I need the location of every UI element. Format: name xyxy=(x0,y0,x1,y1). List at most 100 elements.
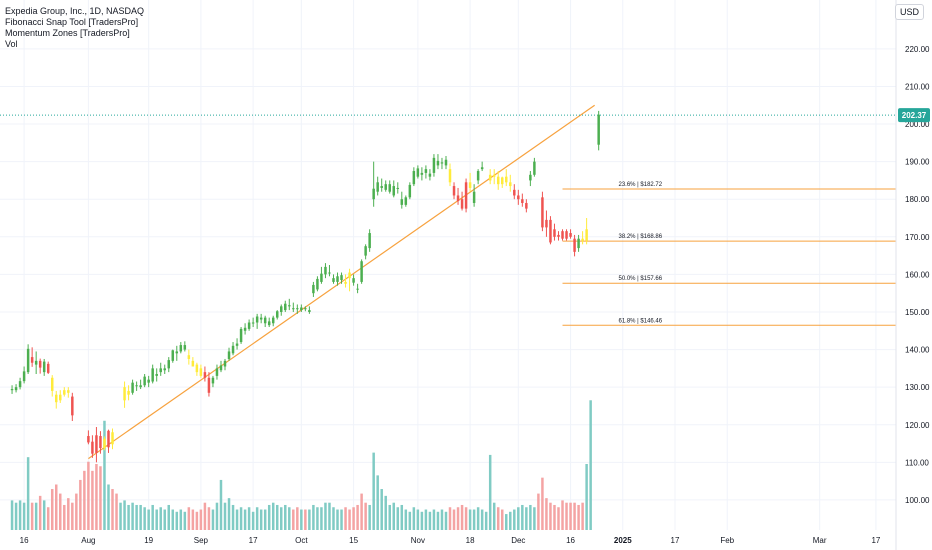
candle-body xyxy=(300,307,303,311)
volume-bar xyxy=(239,507,243,530)
volume-bar xyxy=(480,509,484,530)
candle-body xyxy=(243,327,247,331)
indicator-momentum-label[interactable]: Momentum Zones [TradersPro] xyxy=(5,28,130,38)
volume-bar xyxy=(280,507,283,530)
candle-body xyxy=(404,197,408,205)
volume-bar xyxy=(468,509,472,530)
candle xyxy=(38,358,42,374)
candle xyxy=(448,163,452,187)
candle xyxy=(488,169,492,185)
volume-bar xyxy=(50,489,54,530)
candle-body xyxy=(569,233,572,237)
candle-body xyxy=(50,377,54,391)
volume-bar xyxy=(529,504,532,530)
time-tick-label: Nov xyxy=(411,536,425,545)
candle xyxy=(336,272,339,286)
candle-body xyxy=(211,377,215,384)
candle xyxy=(364,244,367,260)
candle xyxy=(521,193,524,207)
candle xyxy=(63,387,66,397)
candle xyxy=(239,327,243,344)
candle-body xyxy=(247,322,251,329)
volume-bar xyxy=(585,464,588,530)
candle-body xyxy=(444,159,448,166)
candle-body xyxy=(207,377,211,393)
candle xyxy=(263,315,267,328)
candle-body xyxy=(392,186,396,196)
candle-body xyxy=(231,345,235,354)
candle-body xyxy=(167,360,170,369)
candle xyxy=(396,182,400,194)
volume-bar xyxy=(509,511,512,530)
candle-body xyxy=(545,219,548,228)
candle-body xyxy=(372,188,375,200)
price-tick-label: 100.00 xyxy=(905,496,930,505)
candle xyxy=(71,392,74,421)
volume-bar xyxy=(440,509,444,530)
candle xyxy=(203,366,207,382)
candle xyxy=(107,429,110,453)
currency-button[interactable]: USD xyxy=(894,4,924,20)
volume-bar xyxy=(87,461,90,530)
candle xyxy=(284,300,287,312)
candle xyxy=(87,430,90,445)
indicator-volume-label[interactable]: Vol xyxy=(5,39,18,49)
candle-body xyxy=(284,303,287,311)
candle-body xyxy=(464,182,468,209)
volume-bar xyxy=(187,507,191,530)
volume-bar xyxy=(175,511,179,530)
price-tick-label: 120.00 xyxy=(905,421,930,430)
candle xyxy=(171,349,175,363)
candle xyxy=(139,379,142,390)
candle-body xyxy=(239,328,243,343)
volume-bar xyxy=(211,509,215,530)
candle xyxy=(468,172,472,192)
candle-body xyxy=(251,322,255,324)
volume-bar xyxy=(83,470,86,530)
volume-bar xyxy=(207,507,211,530)
candle-body xyxy=(328,272,331,274)
price-tick-label: 180.00 xyxy=(905,195,930,204)
candle-body xyxy=(67,390,70,393)
indicator-fibonacci-label[interactable]: Fibonacci Snap Tool [TradersPro] xyxy=(5,17,139,27)
candle-body xyxy=(195,364,199,373)
volume-bar xyxy=(589,400,592,530)
candle-body xyxy=(436,160,440,166)
candle-body xyxy=(131,382,134,393)
candle xyxy=(332,274,335,284)
candle-body xyxy=(42,361,46,373)
candle-body xyxy=(525,202,528,209)
candle-body xyxy=(235,343,239,346)
candle-body xyxy=(412,171,416,185)
candle xyxy=(127,385,130,401)
volume-bar xyxy=(10,500,14,530)
volume-bar xyxy=(380,489,383,530)
volume-bar xyxy=(432,509,436,530)
volume-bar xyxy=(565,502,568,530)
candle-body xyxy=(521,199,524,203)
volume-bar xyxy=(263,509,267,530)
volume-bar xyxy=(167,504,170,530)
candle-body xyxy=(356,288,359,290)
volume-bar xyxy=(99,466,102,530)
volume-bar xyxy=(107,484,110,530)
volume-bar xyxy=(384,495,387,530)
volume-bar xyxy=(541,477,544,530)
fibonacci-levels: 23.6% | $182.72 38.2% | $168.86 50.0% | $1… xyxy=(562,182,896,326)
fib-level-label: 23.6% | $182.72 xyxy=(619,182,663,188)
candle-body xyxy=(111,432,114,445)
candle-body xyxy=(360,261,363,282)
candle-body xyxy=(30,357,34,363)
candle-body xyxy=(472,191,476,203)
candle xyxy=(545,210,548,237)
candle-body xyxy=(316,278,319,290)
volume-bar xyxy=(199,509,203,530)
volume-bar xyxy=(513,509,516,530)
volume-bar xyxy=(500,509,504,530)
volume-bar xyxy=(404,509,408,530)
candle xyxy=(175,345,179,361)
candle-body xyxy=(259,317,263,320)
candle-body xyxy=(549,219,552,243)
